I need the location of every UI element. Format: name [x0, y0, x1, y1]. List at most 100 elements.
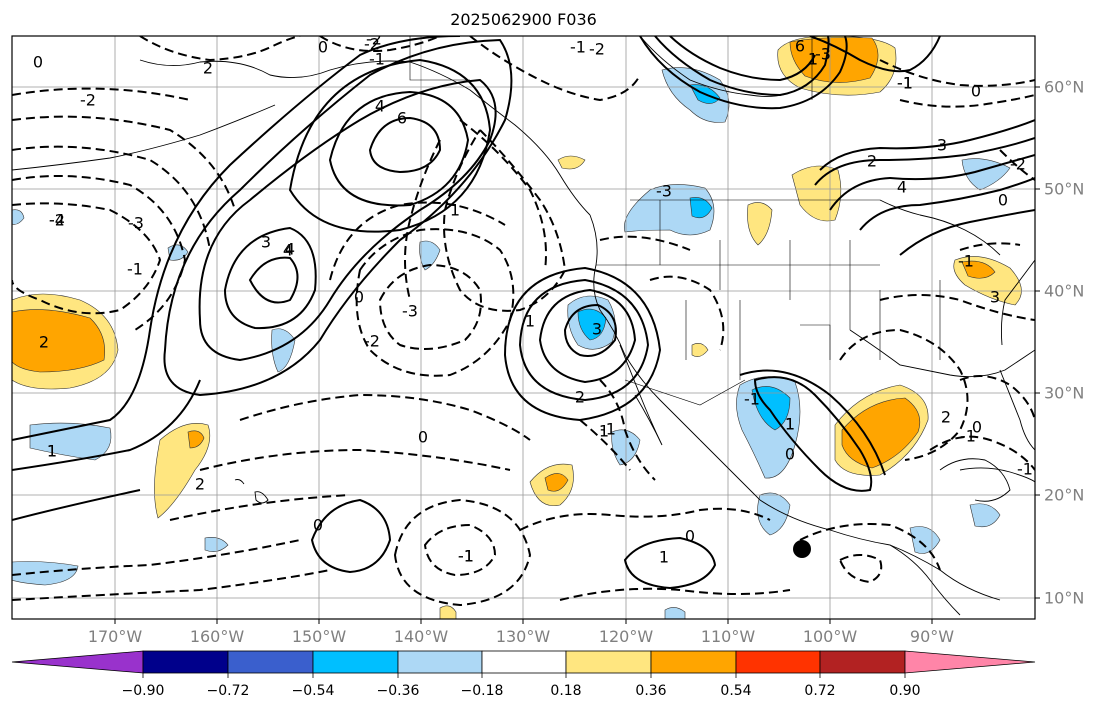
- baja: [619, 344, 663, 446]
- lat-label: 30°N: [1044, 383, 1085, 403]
- contour-labels: -2 0 -2 -1 -1 -1 0 -2 2 4 6 6 4 2 1 0 -2…: [33, 36, 1033, 567]
- contour-neg-west-3: [12, 145, 211, 251]
- contour-label: 0: [971, 82, 981, 101]
- state-borders: [409, 36, 941, 406]
- contour-neg-gulf-alaska-3: [404, 139, 441, 301]
- contour-label: 3: [990, 288, 1000, 307]
- contour-neg-trop-2: [393, 498, 532, 607]
- contour-neg-sub-3: [169, 494, 351, 521]
- central-america: [889, 544, 961, 616]
- lon-label: 100°W: [802, 627, 858, 646]
- lat-label: 40°N: [1044, 281, 1085, 301]
- negative-anomaly-mexico-core: [751, 386, 791, 431]
- contour-label: 2: [867, 152, 877, 171]
- colorbar-extend-low: [11, 650, 144, 674]
- contour-label: -3: [656, 182, 672, 201]
- colorbar-tick-label: −0.36: [376, 683, 420, 699]
- contour-neg-ne-4: [959, 242, 1021, 251]
- colorbar-tick-label: 0.72: [804, 683, 836, 699]
- colorbar: [11, 650, 1036, 678]
- colorbar-extend-high: [904, 650, 1036, 674]
- negative-anomaly-carib: [969, 503, 1001, 528]
- lat-label: 50°N: [1044, 179, 1085, 199]
- contour-label: 3: [592, 320, 602, 339]
- contour-label: -2: [80, 91, 96, 110]
- contour-ridge-7: [12, 489, 141, 521]
- contour-label: 0: [354, 288, 364, 307]
- contour-mexico-2: [739, 369, 886, 476]
- contour-label: 0: [685, 527, 695, 546]
- contour-neg-us-2: [599, 235, 691, 251]
- map-area: -2 0 -2 -1 -1 -1 0 -2 2 4 6 6 4 2 1 0 -2…: [12, 36, 1035, 619]
- contour-neg-north-1: [139, 36, 301, 62]
- contour-label: 1: [525, 312, 535, 331]
- negative-anomaly-pacific-low-core: [577, 308, 607, 341]
- contour-neg-gulf-alaska-2: [459, 119, 547, 271]
- hawaii-1: [234, 479, 245, 485]
- contour-high-north-1: [368, 116, 442, 174]
- negative-anomaly-great-basin-core: [689, 197, 713, 219]
- contour-trop-2: [310, 498, 392, 574]
- contour-label: 0: [418, 428, 428, 447]
- contour-label: 3: [261, 233, 271, 252]
- east-coast: [1000, 259, 1035, 346]
- contour-label: 2: [575, 388, 585, 407]
- contour-neg-east-4: [929, 435, 1035, 471]
- contour-neg-sub-4: [12, 539, 301, 576]
- colorbar-segment: [650, 650, 737, 674]
- contour-label: 3: [937, 136, 947, 155]
- positive-anomaly-plains: [747, 202, 773, 246]
- contour-neg-sub-5: [12, 569, 331, 601]
- contour-label: -2: [1010, 155, 1026, 174]
- contour-label: 0: [318, 38, 328, 57]
- colorbar-segment: [227, 650, 314, 674]
- colorbar-tick-label: −0.54: [291, 683, 335, 699]
- negative-anomaly-west-pac-2: [12, 561, 79, 586]
- contour-label: 1: [785, 415, 795, 434]
- contour-label: 1: [808, 50, 818, 69]
- contour-label: -1: [458, 547, 474, 566]
- contour-ridge-1: [248, 256, 299, 304]
- negative-anomaly-great-basin: [623, 184, 715, 236]
- contour-ridge-6: [12, 379, 201, 471]
- colorbar-tick-label: 0.90: [889, 683, 921, 699]
- positive-anomaly-small-2: [691, 343, 709, 357]
- contour-neg-north-2: [319, 36, 441, 53]
- colorbar-segment: [481, 650, 567, 674]
- contour-neg-trop-4: [559, 587, 791, 601]
- lat-label: 60°N: [1044, 77, 1085, 97]
- contour-neg-mid-1: [355, 228, 515, 377]
- contour-neg-mid-3: [329, 201, 506, 281]
- contour-canada-3: [669, 36, 816, 82]
- contour-label: -1: [960, 427, 976, 446]
- contour-neg-sub-2: [199, 448, 511, 471]
- contour-neg-ne-3: [999, 149, 1035, 181]
- contour-label: 1: [47, 442, 57, 461]
- contour-canada-2: [654, 36, 830, 97]
- colorbar-segment: [312, 650, 399, 674]
- contour-label: 1: [785, 415, 795, 434]
- aleutian-chain: [12, 104, 276, 171]
- positive-anomaly-small-1: [557, 155, 586, 170]
- contour-label: 0: [785, 445, 795, 464]
- contour-label: -3: [815, 45, 831, 64]
- contour-neg-ne-1: [879, 59, 1035, 87]
- negative-anomaly-central: [271, 328, 296, 373]
- negative-anomaly-central-2: [419, 240, 441, 271]
- contour-neg-ne-2: [899, 94, 1035, 108]
- contour-east-5: [899, 209, 1035, 256]
- contour-high-north-2: [328, 90, 470, 207]
- contour-label: 6: [795, 37, 805, 56]
- colorbar-segment: [142, 650, 229, 674]
- contour-label: -1: [458, 547, 474, 566]
- colorbar-segment: [819, 650, 906, 674]
- contour-neg-west-2: [12, 175, 187, 331]
- contour-neg-west-1: [12, 202, 162, 315]
- positive-anomaly-east-core: [961, 260, 996, 279]
- colorbar-segment: [735, 650, 821, 674]
- contour-label: -1: [744, 390, 760, 409]
- lon-label: 160°W: [189, 627, 245, 646]
- colorbar-tick-label: −0.18: [460, 683, 504, 699]
- lon-label: 170°W: [87, 627, 143, 646]
